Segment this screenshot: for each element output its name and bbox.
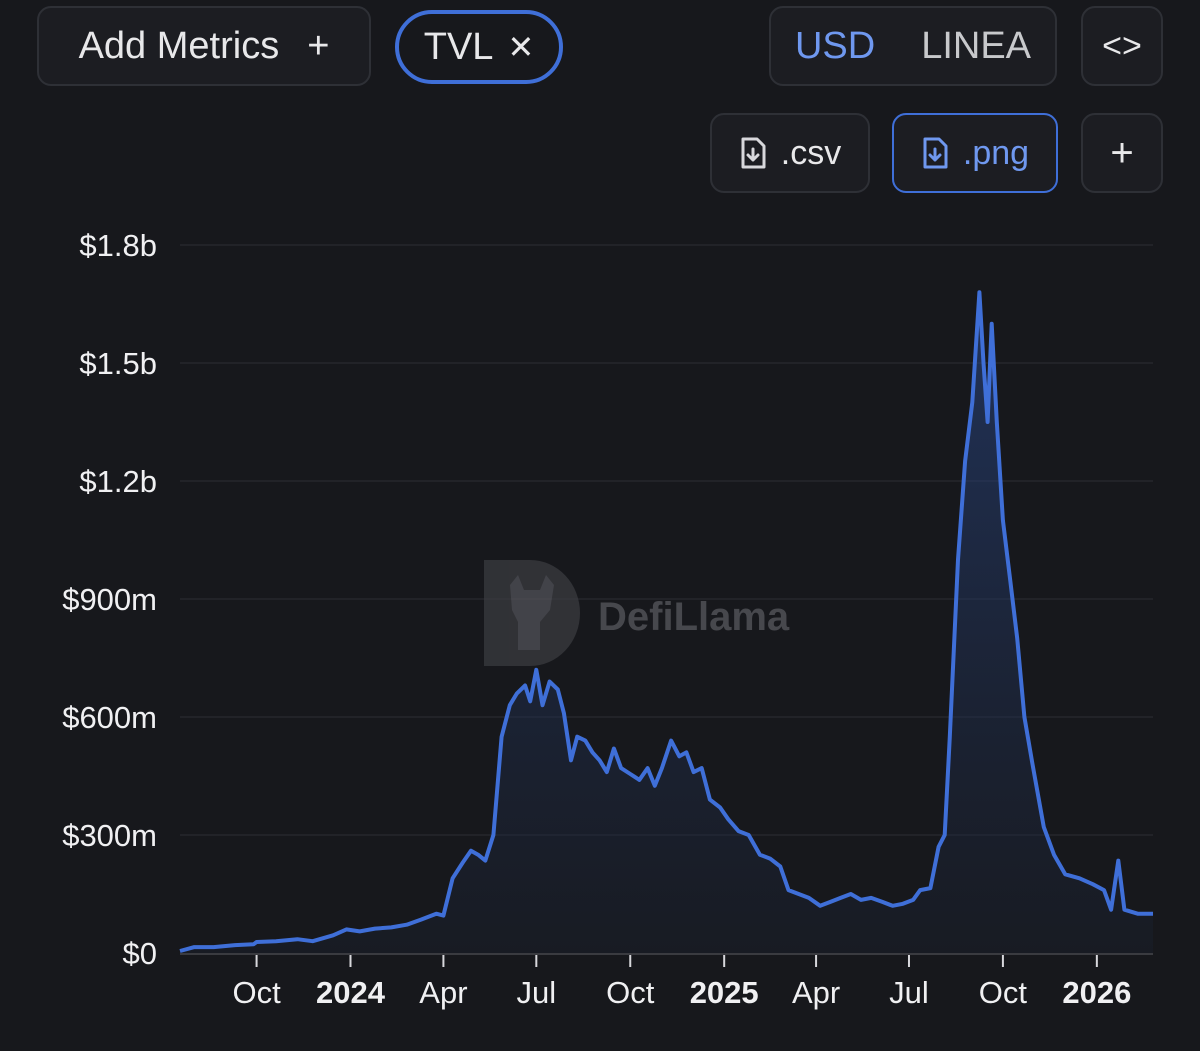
x-tick-label: 2024: [316, 975, 386, 1010]
y-tick-label: $1.5b: [79, 346, 157, 381]
y-tick-label: $600m: [62, 700, 157, 735]
add-metrics-button[interactable]: Add Metrics +: [37, 6, 371, 86]
y-tick-label: $900m: [62, 582, 157, 617]
watermark-text: DefiLlama: [598, 595, 790, 639]
x-tick-label: Jul: [889, 975, 929, 1010]
file-download-icon: [741, 137, 766, 169]
unit-toggle: USD LINEA: [769, 6, 1057, 86]
x-tick-label: Apr: [419, 975, 467, 1010]
tvl-line[interactable]: [179, 290, 1153, 953]
llama-head-icon: [510, 575, 554, 650]
embed-code-button[interactable]: <>: [1081, 6, 1163, 86]
x-axis: Oct 2024 Apr Jul Oct 2025 Apr Jul Oct 2026: [180, 953, 1153, 1010]
x-tick-label: 2026: [1062, 975, 1131, 1010]
unit-linea-option[interactable]: LINEA: [921, 24, 1032, 67]
close-icon[interactable]: ✕: [507, 29, 535, 65]
more-options-button[interactable]: +: [1081, 113, 1163, 193]
png-label: .png: [962, 133, 1030, 172]
defillama-watermark: DefiLlama: [484, 560, 790, 666]
download-png-button[interactable]: .png: [892, 113, 1058, 193]
x-tick-label: Oct: [232, 975, 281, 1010]
plus-icon: +: [1110, 130, 1134, 175]
y-tick-label: $1.2b: [79, 464, 157, 499]
y-tick-label: $300m: [62, 818, 157, 853]
tvl-area-fill: [180, 292, 1153, 953]
x-tick-label: 2025: [690, 975, 759, 1010]
unit-usd-option[interactable]: USD: [794, 24, 876, 67]
tvl-metric-chip[interactable]: TVL ✕: [395, 10, 563, 84]
y-tick-label: $0: [123, 936, 157, 971]
x-tick-label: Apr: [792, 975, 840, 1010]
plus-icon: +: [307, 24, 330, 67]
add-metrics-label: Add Metrics: [78, 24, 280, 67]
code-icon: <>: [1102, 26, 1142, 65]
download-csv-button[interactable]: .csv: [710, 113, 870, 193]
tvl-chip-label: TVL: [423, 25, 494, 68]
file-download-icon: [923, 137, 948, 169]
x-tick-label: Oct: [979, 975, 1028, 1010]
x-tick-label: Oct: [606, 975, 655, 1010]
x-tick-label: Jul: [517, 975, 557, 1010]
y-axis: $0 $300m $600m $900m $1.2b $1.5b $1.8b: [62, 228, 157, 971]
csv-label: .csv: [780, 133, 842, 172]
y-tick-label: $1.8b: [79, 228, 157, 263]
